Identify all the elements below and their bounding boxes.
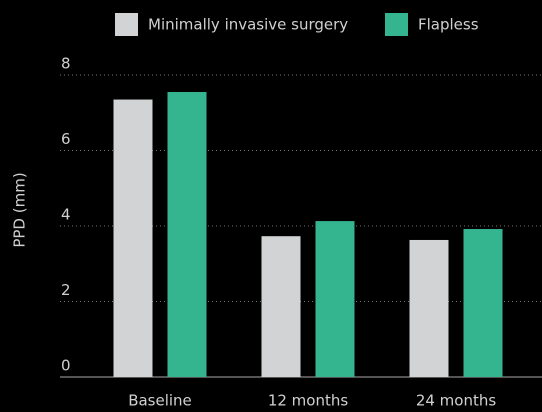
bar (315, 221, 355, 377)
y-tick-label: 8 (61, 55, 71, 73)
y-tick-label: 2 (61, 281, 71, 299)
x-tick-label: Baseline (128, 392, 192, 410)
y-tick-label: 0 (61, 357, 71, 375)
y-tick-label: 6 (61, 130, 71, 148)
y-tick-label: 4 (61, 206, 71, 224)
bar (463, 229, 503, 377)
legend-swatch (385, 13, 408, 36)
y-axis-label: PPD (mm) (11, 172, 29, 247)
legend-label: Minimally invasive surgery (148, 16, 348, 34)
legend-label: Flapless (418, 16, 479, 34)
x-tick-label: 12 months (268, 392, 349, 410)
bar (113, 99, 153, 377)
legend-swatch (115, 13, 138, 36)
bar (409, 239, 449, 377)
x-tick-label: 24 months (416, 392, 497, 410)
bar (261, 236, 301, 377)
bar (167, 91, 207, 378)
